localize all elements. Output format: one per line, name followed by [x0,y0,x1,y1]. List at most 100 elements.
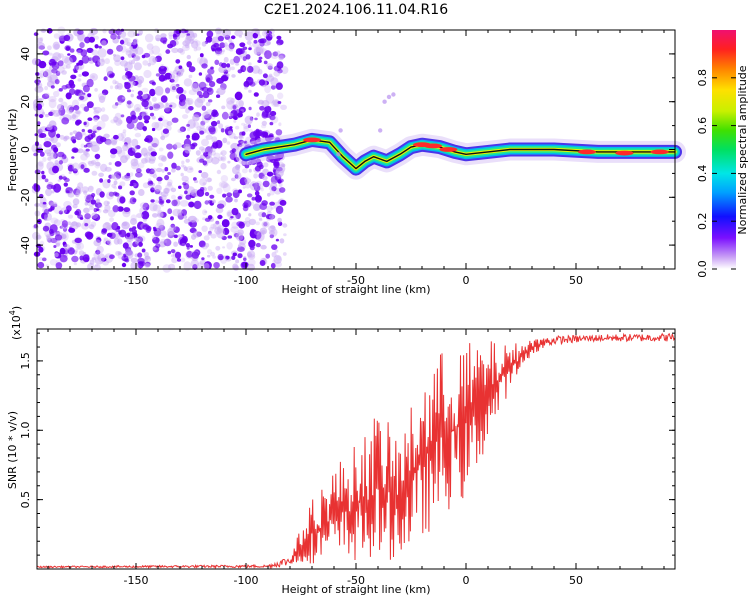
noise-dot [77,29,84,35]
noise-dot [126,89,132,93]
colorbar: 0.0 0.2 0.4 0.6 0.8 Normalized spectral ampl… [696,30,749,278]
noise-dot [247,263,256,271]
noise-dot [185,250,195,260]
noise-dot [179,126,186,132]
noise-dot [248,218,257,226]
noise-dot [133,55,141,62]
noise-dot [141,157,148,164]
noise-dot [75,110,81,115]
noise-dot [101,228,108,234]
noise-dot [144,255,152,263]
noise-dot [169,83,178,93]
noise-dot [270,115,279,124]
spec-x-tick-label: -150 [124,274,149,287]
noise-dot [163,104,169,110]
noise-dot [267,172,272,177]
noise-dot [58,160,64,165]
noise-dot [244,176,249,181]
noise-dot [54,79,60,85]
noise-dot [84,213,91,220]
noise-dot [217,214,223,220]
noise-dot [208,99,213,103]
noise-dot [126,172,131,177]
noise-dot [215,139,223,149]
noise-dot [52,165,59,174]
noise-dot [238,100,244,107]
noise-dot [131,41,137,46]
noise-dot [270,262,276,269]
noise-dot [139,111,147,117]
noise-dot [270,77,279,87]
noise-dot [103,237,109,241]
noise-dot [93,106,102,114]
noise-dot [261,221,270,228]
noise-dot [225,196,233,203]
noise-dot [74,237,82,244]
noise-dot [148,178,152,182]
noise-dot [154,184,162,192]
noise-dot [53,245,57,248]
noise-dot [271,244,278,251]
noise-dot [103,133,110,139]
noise-dot [185,158,190,163]
noise-dot [264,85,271,94]
snr-x-tick-label: -150 [124,574,149,587]
noise-dot [149,80,155,85]
noise-dot [249,181,258,191]
noise-dot [188,66,196,73]
noise-dot [272,51,279,57]
noise-dot [58,156,65,162]
noise-dot [249,81,256,87]
noise-dot [67,214,74,219]
noise-dot [193,177,197,181]
noise-dot [106,239,112,244]
noise-dot [207,254,211,258]
noise-dot [249,245,255,251]
noise-dot [212,113,216,117]
noise-dot [171,117,179,123]
noise-dot [248,168,252,173]
noise-dot [135,107,141,113]
noise-dot [211,116,215,120]
noise-dot [247,250,256,258]
noise-dot [117,85,121,89]
noise-dot [161,156,167,162]
noise-dot [61,55,69,64]
noise-dot [78,59,84,66]
noise-dot [132,181,139,189]
noise-dot [63,243,71,251]
noise-dot [136,213,144,219]
noise-dot [196,262,205,269]
noise-dot [246,65,254,73]
noise-dot [232,105,237,110]
noise-dot [124,37,131,43]
noise-dot [279,238,285,244]
noise-dot [106,191,115,200]
noise-dot [82,254,90,262]
noise-dot [40,97,45,101]
noise-dot [125,48,131,53]
noise-dot [149,202,158,212]
noise-dot [88,160,95,167]
noise-dot [191,234,197,240]
noise-dot [279,199,287,206]
noise-dot [230,97,236,104]
noise-dot [114,161,122,167]
noise-dot [97,58,105,67]
noise-dot [53,205,62,214]
noise-dot [136,33,140,36]
noise-dot [243,86,248,90]
spectrogram-xlabel: Height of straight line (km) [281,283,430,296]
noise-dot [151,186,156,190]
noise-dot [106,66,114,75]
noise-dot [52,41,60,50]
noise-dot [87,160,93,165]
noise-dot [232,263,239,270]
noise-dot [35,82,40,86]
noise-dot [232,189,240,199]
noise-dot [230,109,238,119]
noise-dot [90,199,97,205]
noise-dot [59,247,66,255]
snr-multiplier-exp: 4 [8,310,17,315]
noise-dot [228,37,233,43]
